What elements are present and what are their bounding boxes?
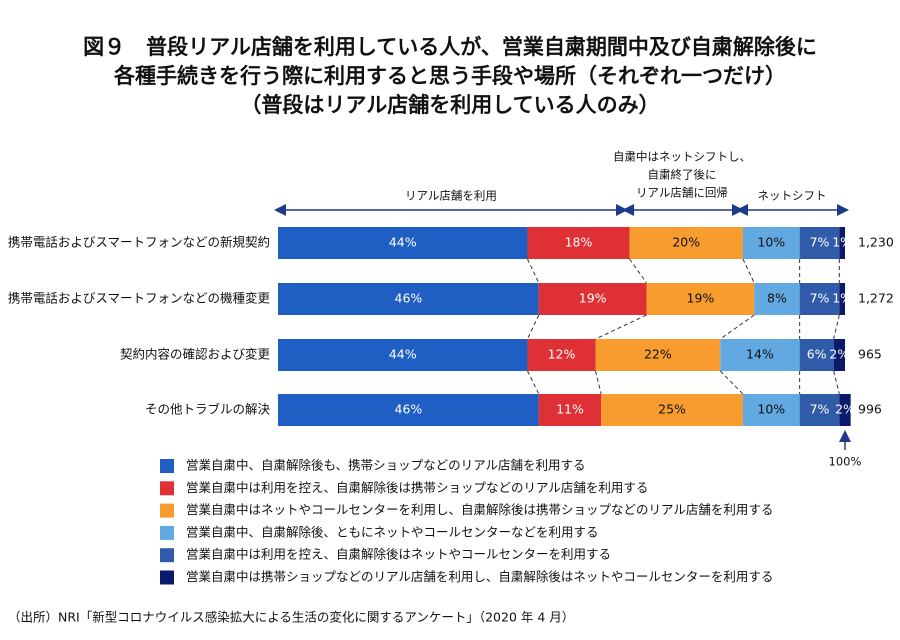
value-label: 46% — [395, 291, 423, 306]
bar-segment — [742, 227, 800, 259]
legend-swatch — [160, 570, 174, 585]
annotation: 自粛終了後に — [648, 168, 717, 182]
legend-swatch — [160, 459, 174, 473]
bar-segment — [799, 394, 840, 426]
annotation: 自粛中はネットシフトし、 — [613, 150, 751, 164]
value-label: 10% — [757, 235, 785, 250]
bar-segment — [629, 227, 743, 259]
legend-label: 営業自粛中、自粛解除後、ともにネットやコールセンターなどを利用する — [186, 524, 599, 539]
connector — [742, 258, 755, 284]
connector — [595, 370, 602, 395]
bar-segment — [595, 339, 721, 371]
value-label: 19% — [579, 291, 607, 306]
source: （出所）NRI「新型コロナウイルス感染拡大による生活の変化に関するアンケート」（… — [8, 610, 574, 625]
category-label: 携帯電話およびスマートフォンなどの新規契約 — [8, 235, 270, 250]
bar-segment — [742, 394, 800, 426]
brackets — [274, 204, 851, 450]
chart-title: （普段はリアル店舗を利用している人のみ） — [240, 93, 659, 117]
legend-label: 営業自粛中、自粛解除後も、携帯ショップなどのリアル店舗を利用する — [186, 458, 586, 473]
annotation: 100% — [829, 455, 862, 469]
value-label: 1% — [832, 291, 852, 306]
value-label: 2% — [835, 402, 855, 417]
bar-segment — [646, 283, 755, 315]
bar-segment — [538, 394, 602, 426]
connector — [719, 314, 755, 340]
bar-segment — [527, 227, 630, 259]
value-label: 14% — [746, 347, 774, 362]
bar-segment — [278, 339, 528, 371]
legend-swatch — [160, 481, 174, 496]
bar-segment — [799, 283, 840, 315]
value-label: 18% — [565, 235, 593, 250]
legend-label: 営業自粛中はネットやコールセンターを利用し、自粛解除後は携帯ショップなどのリアル… — [186, 502, 773, 517]
sample-size: 1,230 — [858, 235, 894, 250]
bar-segment — [833, 339, 845, 371]
bar-segment — [754, 283, 800, 315]
legend-swatch — [160, 503, 174, 518]
connector — [595, 314, 647, 340]
value-label: 8% — [767, 291, 787, 306]
connector — [527, 370, 540, 395]
bar-segment — [839, 394, 851, 426]
value-label: 12% — [548, 347, 576, 362]
bar-segment — [839, 283, 845, 315]
value-label: 7% — [810, 235, 830, 250]
annotation: リアル店舗に回帰 — [636, 186, 728, 200]
value-label: 6% — [807, 347, 827, 362]
value-label: 46% — [395, 402, 423, 417]
value-label: 10% — [757, 402, 785, 417]
bar-segment — [601, 394, 743, 426]
connector — [527, 258, 540, 284]
value-label: 11% — [556, 402, 584, 417]
sample-size: 1,272 — [858, 291, 894, 306]
value-label: 7% — [810, 291, 830, 306]
value-label: 44% — [389, 347, 417, 362]
bar-segment — [799, 227, 840, 259]
category-label: 契約内容の確認および変更 — [120, 347, 271, 362]
connector — [833, 370, 840, 395]
bar-segment — [799, 339, 834, 371]
legend-swatch — [160, 548, 174, 563]
legend-label: 営業自粛中は利用を控え、自粛解除後はネットやコールセンターを利用する — [186, 547, 611, 562]
bar-segment — [538, 283, 647, 315]
bar-segment — [278, 227, 528, 259]
connector — [833, 314, 840, 340]
sample-size: 965 — [858, 347, 882, 362]
bar-segment — [278, 283, 539, 315]
annotation: リアル店舗を利用 — [405, 189, 497, 203]
value-label: 20% — [672, 235, 700, 250]
bar-segment — [278, 394, 539, 426]
connector — [527, 314, 540, 340]
category-label: 携帯電話およびスマートフォンなどの機種変更 — [8, 291, 271, 306]
category-label: その他トラブルの解決 — [145, 402, 271, 417]
value-label: 2% — [829, 347, 849, 362]
sample-size: 996 — [858, 402, 882, 417]
value-label: 22% — [644, 347, 672, 362]
value-label: 19% — [687, 291, 715, 306]
annotation: ネットシフト — [758, 189, 827, 203]
bar-segment — [720, 339, 800, 371]
value-label: 25% — [658, 402, 686, 417]
connector — [629, 258, 647, 284]
legend-label: 営業自粛中は利用を控え、自粛解除後は携帯ショップなどのリアル店舗を利用する — [186, 480, 648, 495]
chart-title: 図９ 普段リアル店舗を利用している人が、営業自粛期間中及び自粛解除後に — [83, 35, 817, 59]
connector — [719, 370, 744, 395]
value-label: 44% — [389, 235, 417, 250]
value-label: 7% — [810, 402, 830, 417]
bar-segment — [527, 339, 596, 371]
value-label: 1% — [832, 235, 852, 250]
legend-swatch — [160, 525, 174, 540]
chart-title: 各種手続きを行う際に利用すると思う手段や場所（それぞれ一つだけ） — [113, 64, 786, 88]
legend-label: 営業自粛中は携帯ショップなどのリアル店舗を利用し、自粛解除後はネットやコールセン… — [186, 569, 773, 584]
bar-segment — [839, 227, 845, 259]
